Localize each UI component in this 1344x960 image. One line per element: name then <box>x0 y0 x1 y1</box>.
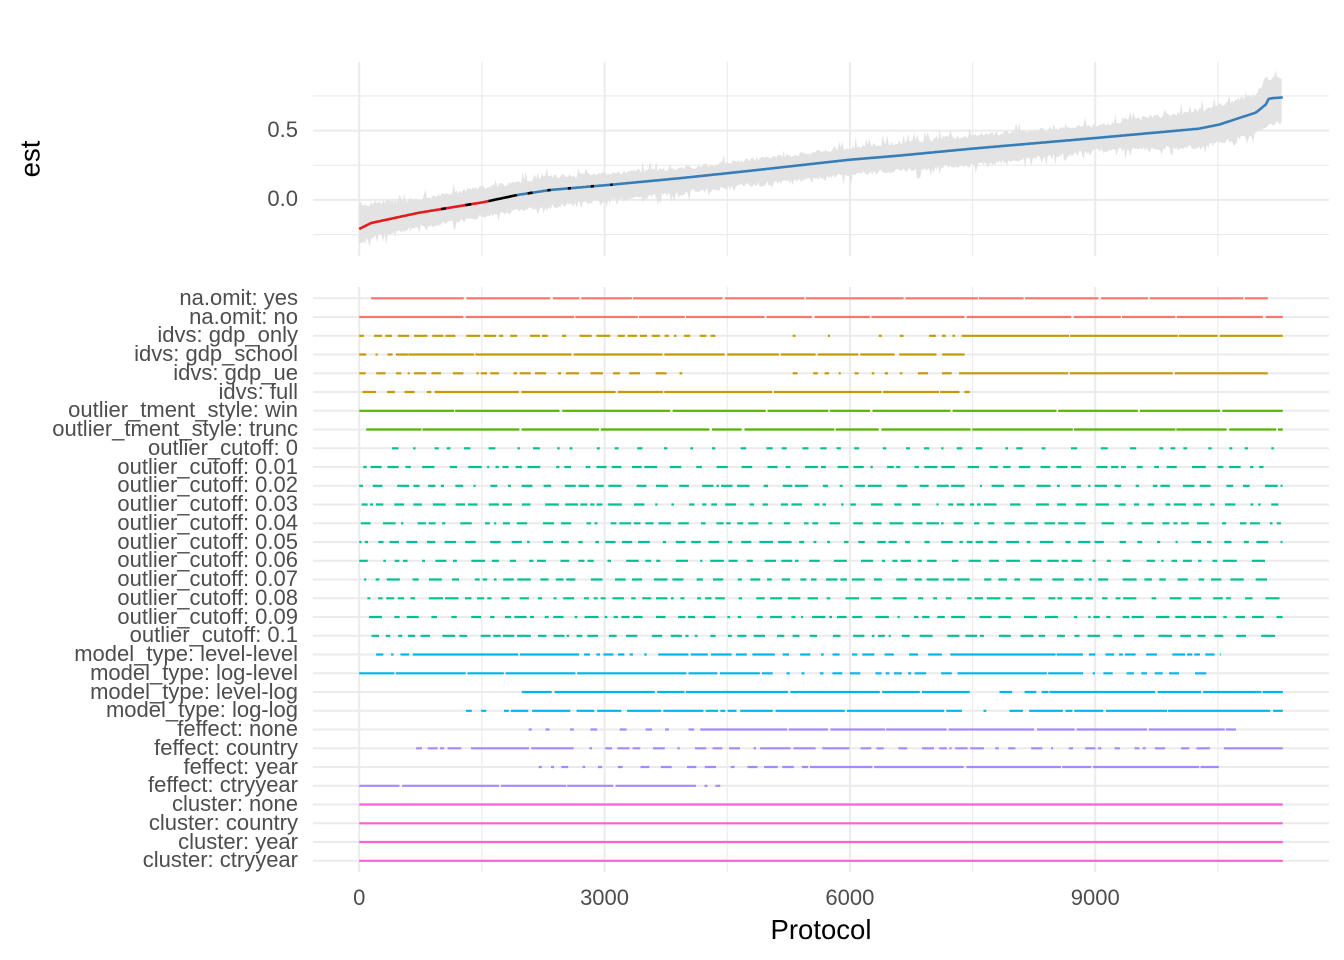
row-label: idvs: gdp_school <box>134 341 298 366</box>
estimate-line-segment <box>527 191 534 195</box>
confidence-ribbon <box>359 70 1282 247</box>
specification-panel-grid <box>313 287 1329 872</box>
row-label: outlier_tment_style: win <box>68 397 298 423</box>
row-label: outlier_cutoff: 0.1 <box>129 622 298 648</box>
row-label: model_type: level-level <box>74 641 298 666</box>
specification-indicators <box>359 297 1283 862</box>
row-label: outlier_cutoff: 0.06 <box>117 547 298 573</box>
row-label: cluster: none <box>172 791 298 816</box>
row-label: outlier_tment_style: trunc <box>52 416 298 441</box>
row-label: cluster: ctryyear <box>142 847 298 873</box>
row-label: idvs: full <box>218 378 298 404</box>
estimate-line <box>358 96 1284 231</box>
row-label: na.omit: yes <box>179 284 298 310</box>
estimate-line-segment <box>465 202 472 207</box>
row-label: outlier_cutoff: 0.02 <box>117 472 298 498</box>
row-label: model_type: log-log <box>105 697 298 723</box>
x-tick-label: 0 <box>353 884 366 910</box>
estimate-line-segment <box>547 188 552 192</box>
x-tick-label: 9000 <box>1070 884 1120 910</box>
y-tick-label: 0.0 <box>267 186 298 212</box>
row-label: outlier_cutoff: 0.07 <box>117 566 298 591</box>
x-tick-label: 3000 <box>580 884 630 910</box>
row-label: cluster: country <box>148 809 298 835</box>
row-label: idvs: gdp_ue <box>173 359 298 385</box>
row-label: cluster: year <box>178 828 298 854</box>
row-label: outlier_cutoff: 0.03 <box>117 491 298 516</box>
row-label: na.omit: no <box>189 303 298 329</box>
row-label: model_type: log-level <box>90 659 298 685</box>
x-axis-title: Protocol <box>770 914 872 945</box>
estimate-line-segment <box>488 193 519 203</box>
row-label: feffect: country <box>154 734 298 760</box>
row-label: model_type: level-log <box>90 678 298 704</box>
row-label: outlier_cutoff: 0 <box>147 434 298 460</box>
y-tick-label: 0.5 <box>267 117 298 143</box>
x-tick-label: 6000 <box>825 884 875 910</box>
row-label: feffect: year <box>183 753 298 779</box>
row-label: outlier_cutoff: 0.04 <box>117 509 298 535</box>
row-label: outlier_cutoff: 0.09 <box>117 603 298 629</box>
row-label: outlier_cutoff: 0.01 <box>117 453 298 479</box>
row-label: feffect: none <box>177 716 298 741</box>
estimate-line-segment <box>516 96 1284 197</box>
row-label: outlier_cutoff: 0.08 <box>117 584 298 610</box>
row-label: outlier_cutoff: 0.05 <box>117 528 298 554</box>
row-label: idvs: gdp_only <box>157 322 298 348</box>
y-axis-title: est <box>14 140 46 178</box>
row-label: feffect: ctryyear <box>148 772 298 798</box>
estimate-line-segment <box>440 207 447 211</box>
